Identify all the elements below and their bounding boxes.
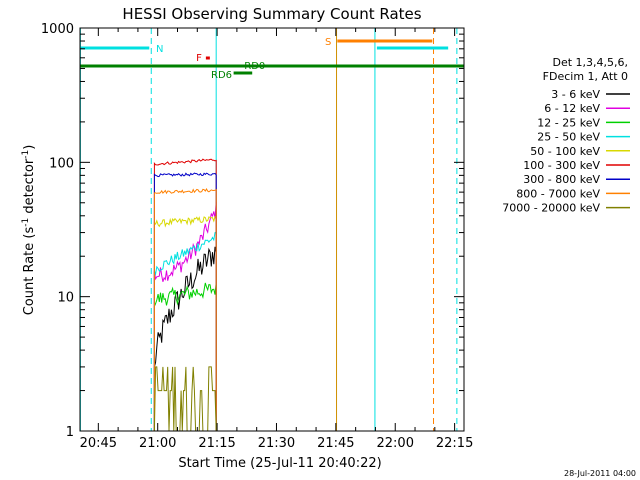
- y-axis-label-mid: detector: [22, 158, 37, 218]
- y-axis-label-sup2: -1: [21, 150, 31, 159]
- y-axis-label-sup1: -1: [21, 218, 31, 227]
- x-tick-label: 22:15: [436, 436, 473, 451]
- legend-header-1: Det 1,3,4,5,6,: [552, 56, 628, 69]
- x-axis-label: Start Time (25-Jul-11 20:40:22): [178, 456, 381, 471]
- x-tick-label: 21:30: [258, 436, 295, 451]
- plot-data-layer: N F RD0 RD6 S: [79, 28, 464, 432]
- series-7000-to-20000keV-trace: [153, 366, 217, 432]
- legend-label: 800 - 7000 keV: [516, 187, 600, 200]
- series-300-to-800keV-trace: [153, 172, 217, 431]
- annotation-n: N: [156, 44, 163, 55]
- series-3-to-6keV-trace: [153, 246, 217, 431]
- annotation-rd0: RD0: [244, 61, 265, 72]
- legend-label: 50 - 100 keV: [530, 145, 600, 158]
- legend-label: 3 - 6 keV: [551, 88, 600, 101]
- annotation-f: F: [196, 53, 202, 64]
- series-6-to-12keV-trace: [153, 201, 217, 431]
- series-25-to-50keV-trace: [153, 231, 217, 431]
- axes-layer: 20:45 21:00 21:15 21:30 21:45 22:00 22:15 1 10 10…: [41, 22, 473, 451]
- series-100-to-300keV-trace: [153, 158, 217, 431]
- legend-label: 7000 - 20000 keV: [502, 202, 600, 215]
- chart-title: HESSI Observing Summary Count Rates: [122, 5, 421, 23]
- legend-label: 25 - 50 keV: [537, 131, 600, 144]
- y-axis-label: Count Rate (s-1 detector-1): [21, 145, 37, 316]
- y-tick-label: 1: [66, 425, 74, 440]
- annotation-s: S: [325, 37, 331, 48]
- legend-label: 12 - 25 keV: [537, 116, 600, 129]
- series-800-to-7000keV-trace: [153, 188, 217, 431]
- series-50-to-100keV-trace: [153, 216, 217, 431]
- legend-label: 6 - 12 keV: [544, 102, 600, 115]
- legend: Det 1,3,4,5,6, FDecim 1, Att 0 3 - 6 keV…: [502, 56, 630, 215]
- y-axis-label-end: ): [22, 145, 37, 150]
- y-tick-label: 1000: [41, 22, 74, 37]
- legend-header-2: FDecim 1, Att 0: [543, 70, 628, 83]
- plot-frame: [79, 27, 465, 432]
- plot-timestamp: 28-Jul-2011 04:00: [564, 469, 636, 478]
- y-tick-label: 100: [49, 156, 74, 171]
- y-axis-label-main: Count Rate (s: [22, 227, 37, 316]
- x-tick-label: 21:45: [317, 436, 354, 451]
- x-tick-label: 21:15: [198, 436, 235, 451]
- legend-label: 300 - 800 keV: [523, 173, 600, 186]
- x-tick-label: 21:00: [139, 436, 176, 451]
- annotation-rd6: RD6: [211, 70, 232, 81]
- legend-label: 100 - 300 keV: [523, 159, 600, 172]
- x-tick-label: 20:45: [80, 436, 117, 451]
- x-tick-label: 22:00: [377, 436, 414, 451]
- y-tick-label: 10: [57, 291, 74, 306]
- series-12-to-25keV-trace: [153, 282, 217, 431]
